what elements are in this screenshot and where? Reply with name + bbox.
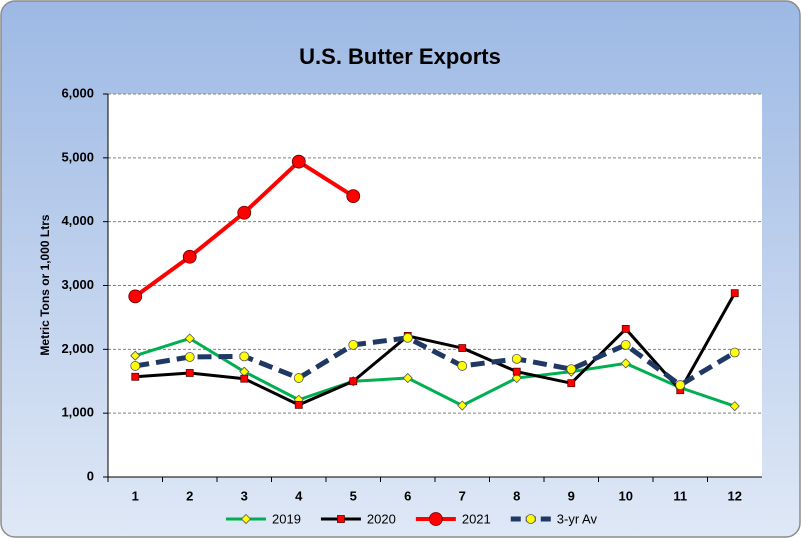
x-tick-label: 3 bbox=[241, 488, 248, 503]
marker bbox=[458, 344, 467, 352]
x-tick-label: 7 bbox=[459, 488, 466, 503]
series-line bbox=[134, 335, 737, 388]
marker bbox=[294, 400, 303, 409]
marker bbox=[346, 189, 361, 204]
x-tick-label: 9 bbox=[568, 488, 575, 503]
x-tick-label: 5 bbox=[350, 488, 357, 503]
marker bbox=[621, 325, 630, 333]
marker bbox=[511, 354, 522, 364]
marker bbox=[729, 401, 740, 412]
legend-label: 2020 bbox=[367, 511, 396, 526]
marker bbox=[293, 373, 304, 383]
marker bbox=[457, 400, 468, 411]
legend-label: 2021 bbox=[462, 511, 491, 526]
x-tick-label: 2 bbox=[186, 488, 193, 503]
marker bbox=[128, 289, 143, 304]
marker bbox=[182, 249, 197, 264]
legend-marker bbox=[337, 515, 345, 523]
marker bbox=[184, 352, 195, 362]
x-tick-label: 12 bbox=[728, 488, 742, 503]
x-tick-label: 1 bbox=[132, 488, 139, 503]
marker bbox=[620, 339, 631, 350]
y-tick-label: 1,000 bbox=[61, 405, 94, 420]
marker bbox=[457, 361, 468, 371]
marker bbox=[237, 205, 252, 220]
marker bbox=[511, 372, 522, 384]
y-axis-label: Metric Tons or 1,000 Ltrs bbox=[38, 214, 52, 355]
legend-label: 2019 bbox=[272, 511, 301, 526]
marker bbox=[184, 333, 195, 344]
marker bbox=[729, 347, 740, 358]
series-line bbox=[135, 292, 737, 407]
y-tick-label: 5,000 bbox=[61, 149, 94, 164]
marker bbox=[402, 372, 413, 384]
y-tick-label: 6,000 bbox=[61, 85, 94, 100]
marker bbox=[239, 351, 250, 362]
marker bbox=[130, 350, 141, 361]
marker bbox=[512, 367, 521, 376]
marker bbox=[566, 364, 577, 375]
marker bbox=[291, 154, 306, 169]
x-tick-label: 8 bbox=[513, 488, 520, 503]
marker bbox=[402, 332, 413, 343]
marker bbox=[567, 379, 576, 388]
y-tick-label: 4,000 bbox=[61, 213, 94, 228]
marker bbox=[348, 339, 359, 350]
x-tick-label: 11 bbox=[673, 488, 687, 503]
legend-label: 3-yr Av bbox=[557, 511, 598, 526]
legend-marker bbox=[240, 513, 252, 525]
series-line bbox=[134, 336, 736, 408]
marker bbox=[131, 372, 140, 381]
x-tick-label: 4 bbox=[295, 488, 303, 503]
marker bbox=[730, 289, 739, 298]
x-tick-label: 10 bbox=[619, 488, 633, 503]
marker bbox=[240, 374, 249, 383]
marker bbox=[675, 380, 686, 390]
marker bbox=[620, 358, 631, 369]
y-tick-label: 3,000 bbox=[61, 277, 94, 292]
marker bbox=[349, 377, 358, 386]
y-tick-label: 0 bbox=[87, 468, 94, 483]
legend-marker bbox=[525, 514, 536, 524]
marker bbox=[185, 369, 194, 377]
chart-title: U.S. Butter Exports bbox=[299, 44, 501, 69]
x-tick-label: 6 bbox=[404, 488, 411, 503]
marker bbox=[130, 361, 141, 371]
y-tick-label: 2,000 bbox=[61, 341, 94, 356]
legend-marker bbox=[428, 512, 443, 526]
